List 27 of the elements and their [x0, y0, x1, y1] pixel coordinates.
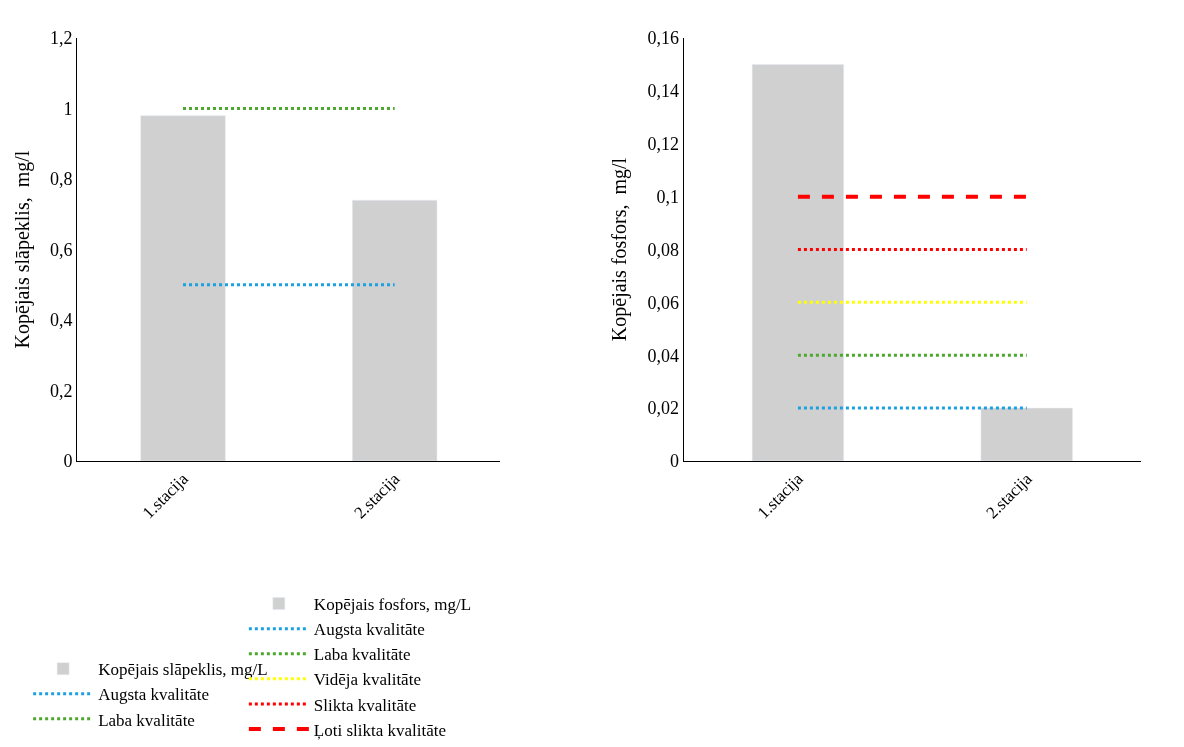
legend-label: Kopējais fosfors, mg/L — [313, 595, 472, 615]
legend-label: Slikta kvalitāte — [313, 695, 417, 715]
y-tick-label: 0,14 — [647, 81, 679, 102]
y-tick-label: 0,2 — [50, 380, 73, 401]
y-axis-title: Kopējais fosfors, mg/l — [607, 157, 631, 342]
y-tick-label: 0,16 — [647, 28, 679, 49]
y-tick-label: 0,12 — [647, 134, 679, 155]
legend-label: Augsta kvalitāte — [98, 685, 210, 705]
legend-label: Vidēja kvalitāte — [313, 670, 421, 690]
legend-label: Laba kvalitāte — [98, 710, 195, 730]
legend-label: Ļoti slikta kvalitāte — [313, 720, 447, 740]
legend-label: Kopējais slāpeklis, mg/L — [98, 660, 268, 680]
y-tick-label: 0 — [63, 451, 73, 472]
legend-label: Laba kvalitāte — [313, 645, 411, 665]
y-tick-label: 0,06 — [647, 292, 679, 313]
y-tick-label: 0,4 — [50, 310, 73, 331]
y-tick-label: 1,2 — [50, 28, 73, 49]
y-tick-label: 0,08 — [647, 239, 679, 260]
y-tick-label: 0,04 — [647, 345, 679, 366]
y-tick-label: 0,6 — [50, 239, 73, 260]
y-tick-label: 0,02 — [647, 398, 679, 419]
y-tick-label: 0,8 — [50, 169, 73, 190]
y-tick-label: 1 — [63, 98, 73, 119]
y-tick-label: 0 — [669, 451, 679, 472]
y-axis-title: Kopējais slāpeklis, mg/l — [10, 150, 34, 349]
y-tick-label: 0,1 — [656, 186, 679, 207]
legend-label: Augsta kvalitāte — [313, 620, 425, 640]
